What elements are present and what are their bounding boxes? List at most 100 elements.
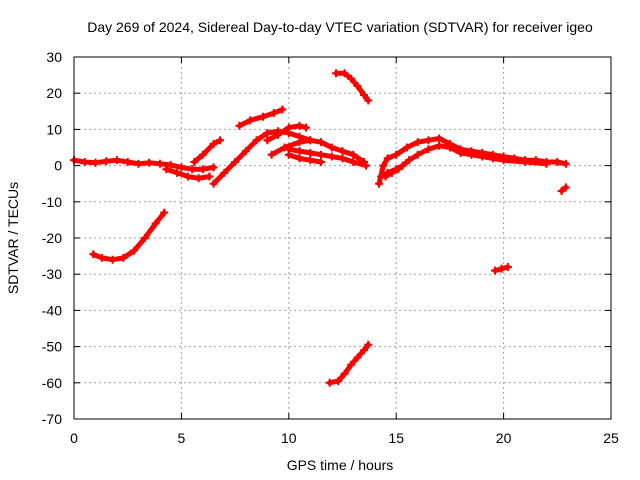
data-point <box>198 150 207 159</box>
data-point <box>246 116 255 125</box>
data-point <box>269 109 278 118</box>
data-point <box>394 165 403 174</box>
data-point <box>89 250 98 259</box>
data-point <box>456 148 465 157</box>
data-point <box>119 253 128 262</box>
data-point <box>317 157 326 166</box>
data-point <box>561 183 570 192</box>
data-point <box>478 152 487 161</box>
data-point <box>424 145 433 154</box>
data-point <box>347 360 356 369</box>
data-point <box>340 69 349 78</box>
data-point <box>80 157 89 166</box>
data-point <box>177 163 186 172</box>
data-point <box>359 91 368 100</box>
data-point <box>327 143 336 152</box>
data-point <box>542 159 551 168</box>
data-point <box>235 121 244 130</box>
data-point <box>375 179 384 188</box>
data-point <box>413 150 422 159</box>
data-point <box>306 148 315 157</box>
data-point <box>194 174 203 183</box>
y-tick-label: 20 <box>46 85 62 101</box>
data-point <box>301 123 310 132</box>
data-point <box>325 378 334 387</box>
series-trace <box>286 152 324 165</box>
series-afternoon-segment <box>381 165 403 181</box>
data-point <box>362 161 371 170</box>
data-point <box>284 145 293 154</box>
data-point <box>162 165 171 174</box>
data-point <box>364 340 373 349</box>
grid-layer <box>74 57 611 419</box>
y-tick-label: -10 <box>42 194 62 210</box>
x-tick-label: 15 <box>388 430 404 446</box>
series-high-arc <box>332 69 373 105</box>
data-point <box>561 159 570 168</box>
data-point <box>327 152 336 161</box>
data-point <box>190 157 199 166</box>
data-point <box>435 134 444 143</box>
data-point <box>503 262 512 271</box>
series-wave-midday-lower <box>284 150 326 166</box>
data-point <box>102 157 111 166</box>
data-point <box>134 159 143 168</box>
series-mid-arc <box>263 121 310 145</box>
data-point <box>151 219 160 228</box>
data-point <box>488 154 497 163</box>
series-trace <box>211 128 313 187</box>
y-tick-label: 0 <box>54 158 62 174</box>
data-point <box>402 143 411 152</box>
data-point <box>278 105 287 114</box>
data-point <box>338 154 347 163</box>
data-point <box>209 163 218 172</box>
data-point <box>220 168 229 177</box>
data-point <box>209 139 218 148</box>
data-point <box>392 150 401 159</box>
data-point <box>108 255 117 264</box>
data-point <box>173 168 182 177</box>
data-point <box>295 154 304 163</box>
y-tick-label: 10 <box>46 121 62 137</box>
data-point <box>317 150 326 159</box>
data-point <box>467 150 476 159</box>
data-point <box>387 168 396 177</box>
x-tick-label: 10 <box>281 430 297 446</box>
data-point <box>123 157 132 166</box>
data-point <box>347 74 356 83</box>
data-point <box>263 129 272 138</box>
data-point <box>140 234 149 242</box>
data-point <box>338 147 347 156</box>
data-point <box>499 156 508 165</box>
data-point <box>413 138 422 147</box>
data-point <box>198 165 207 174</box>
data-point <box>557 186 566 195</box>
data-point <box>405 156 414 165</box>
chart-title: Day 269 of 2024, Sidereal Day-to-day VTE… <box>87 19 593 35</box>
data-point <box>306 156 315 165</box>
tick-layer <box>73 56 612 420</box>
series-layer <box>70 69 570 387</box>
y-tick-label: -30 <box>42 266 62 282</box>
data-point <box>216 136 225 145</box>
data-point <box>340 369 349 378</box>
data-point <box>166 160 175 169</box>
series-baseline-early <box>70 156 218 174</box>
data-point <box>295 138 304 147</box>
series-trace <box>191 137 223 165</box>
data-point <box>259 112 268 121</box>
data-point <box>160 208 169 217</box>
data-point <box>497 264 506 273</box>
data-point <box>97 253 106 262</box>
data-point <box>334 376 343 385</box>
data-point <box>130 246 139 255</box>
series-upper-arc <box>235 105 287 130</box>
y-tick-label: -70 <box>42 411 62 427</box>
series-wave-midday-lower-2 <box>284 145 371 170</box>
x-axis-title: GPS time / hours <box>287 457 394 473</box>
x-tick-label: 25 <box>603 430 619 446</box>
data-point <box>112 156 121 165</box>
data-point <box>263 136 272 145</box>
data-point <box>295 121 304 130</box>
